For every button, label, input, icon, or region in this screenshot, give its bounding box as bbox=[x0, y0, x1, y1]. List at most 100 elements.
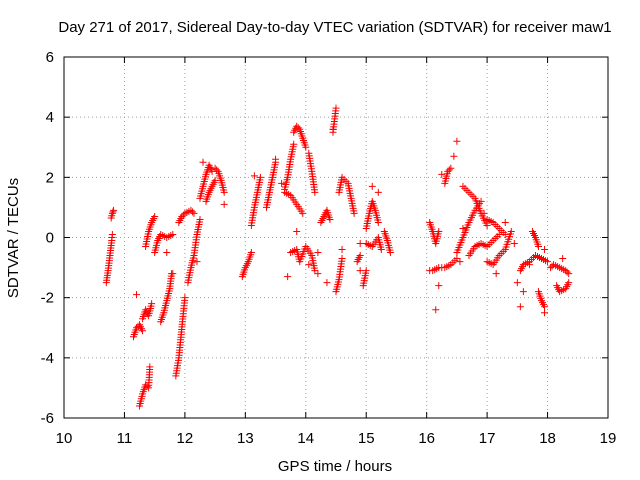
data-point bbox=[148, 300, 156, 308]
data-point bbox=[284, 273, 292, 281]
data-point bbox=[193, 258, 201, 266]
data-point bbox=[562, 267, 570, 275]
data-point bbox=[368, 182, 376, 190]
data-point bbox=[326, 215, 334, 223]
y-tick-label: 0 bbox=[46, 230, 54, 247]
data-point bbox=[311, 188, 319, 196]
grid-lines bbox=[64, 57, 608, 418]
data-point bbox=[290, 140, 298, 148]
data-point bbox=[208, 167, 216, 175]
data-point bbox=[447, 164, 455, 172]
data-point bbox=[450, 152, 458, 160]
data-point bbox=[323, 279, 331, 287]
axis-ticks: 10 11 12 13 14 15 16 17 18 19 -6 -4 -2 0 2 4 6 bbox=[41, 49, 617, 447]
x-tick-label: 19 bbox=[600, 430, 617, 447]
data-point bbox=[133, 291, 141, 299]
data-point bbox=[314, 249, 322, 257]
x-tick-label: 17 bbox=[479, 430, 496, 447]
data-point bbox=[453, 137, 461, 145]
chart-title: Day 271 of 2017, Sidereal Day-to-day VTE… bbox=[58, 19, 611, 36]
data-point bbox=[544, 258, 552, 266]
data-point bbox=[220, 188, 228, 196]
x-tick-label: 15 bbox=[358, 430, 375, 447]
data-point bbox=[459, 224, 467, 232]
data-point bbox=[507, 227, 515, 235]
data-point bbox=[374, 188, 382, 196]
data-point bbox=[211, 176, 219, 184]
data-point bbox=[519, 288, 527, 296]
data-point bbox=[179, 211, 187, 219]
data-point bbox=[108, 209, 116, 217]
data-point bbox=[510, 240, 518, 248]
data-point bbox=[250, 172, 258, 180]
data-point bbox=[438, 170, 446, 178]
data-point bbox=[151, 212, 159, 220]
data-point bbox=[386, 249, 394, 257]
data-point bbox=[190, 209, 198, 217]
data-point bbox=[480, 209, 488, 217]
data-point bbox=[187, 206, 195, 214]
data-point bbox=[302, 143, 310, 151]
y-tick-label: 6 bbox=[46, 49, 54, 66]
data-point bbox=[293, 122, 301, 130]
data-point bbox=[139, 327, 147, 335]
data-point bbox=[426, 267, 434, 275]
data-point bbox=[559, 255, 567, 263]
data-point bbox=[213, 166, 221, 174]
y-tick-label: -2 bbox=[41, 290, 54, 307]
data-point bbox=[435, 282, 443, 290]
data-point bbox=[299, 209, 307, 217]
data-point bbox=[169, 230, 177, 238]
data-point bbox=[311, 267, 319, 275]
data-point bbox=[143, 382, 151, 390]
data-point bbox=[278, 179, 286, 187]
data-point bbox=[196, 215, 204, 223]
data-point bbox=[146, 363, 154, 371]
data-point bbox=[377, 246, 385, 254]
x-tick-label: 10 bbox=[56, 430, 73, 447]
data-point bbox=[477, 197, 485, 205]
data-point bbox=[338, 246, 346, 254]
data-point bbox=[133, 324, 141, 332]
data-point bbox=[356, 252, 364, 260]
data-point bbox=[272, 155, 280, 163]
data-point bbox=[338, 255, 346, 263]
data-point bbox=[374, 218, 382, 226]
data-point bbox=[178, 212, 186, 220]
x-tick-label: 12 bbox=[177, 430, 194, 447]
data-point bbox=[163, 249, 171, 257]
y-axis-label: SDTVAR / TECUs bbox=[5, 178, 22, 298]
data-point bbox=[453, 255, 461, 263]
data-point bbox=[563, 268, 571, 276]
data-point bbox=[492, 270, 500, 278]
x-tick-label: 13 bbox=[237, 430, 254, 447]
data-point bbox=[294, 124, 302, 132]
data-point bbox=[169, 270, 177, 278]
data-point bbox=[350, 209, 358, 217]
data-point bbox=[501, 218, 509, 226]
data-point bbox=[495, 230, 503, 238]
data-point bbox=[211, 164, 219, 172]
data-point bbox=[356, 240, 364, 248]
data-point bbox=[188, 208, 196, 216]
data-point bbox=[108, 230, 116, 238]
y-tick-label: 2 bbox=[46, 169, 54, 186]
data-point bbox=[362, 267, 370, 275]
data-point bbox=[513, 279, 521, 287]
data-point bbox=[305, 261, 313, 269]
data-point bbox=[256, 173, 264, 181]
data-point bbox=[329, 125, 337, 133]
data-point bbox=[332, 104, 340, 112]
data-point bbox=[199, 158, 207, 166]
data-point bbox=[445, 166, 453, 174]
y-tick-label: 4 bbox=[46, 109, 54, 126]
data-point bbox=[516, 303, 524, 311]
data-point bbox=[444, 167, 452, 175]
data-point bbox=[314, 270, 322, 278]
data-point bbox=[565, 279, 573, 287]
data-point bbox=[456, 258, 464, 266]
data-point bbox=[220, 200, 228, 208]
data-point bbox=[483, 221, 491, 229]
data-point bbox=[110, 206, 118, 214]
